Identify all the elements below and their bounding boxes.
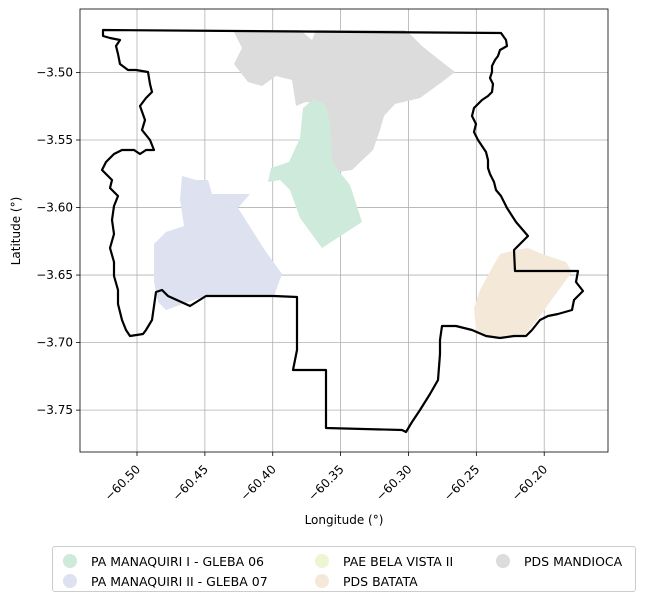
legend-label: PAE BELA VISTA II bbox=[343, 553, 454, 569]
legend-item: PA MANAQUIRI I - GLEBA 06 bbox=[63, 552, 264, 570]
legend: PA MANAQUIRI I - GLEBA 06 PA MANAQUIRI I… bbox=[52, 546, 636, 592]
y-tick-label: −3.55 bbox=[36, 133, 73, 147]
legend-swatch-icon bbox=[496, 554, 510, 568]
region-pds-batata bbox=[474, 248, 572, 338]
region-pa-manaquiri-i-gleba-06 bbox=[268, 99, 362, 248]
legend-item: PAE BELA VISTA II bbox=[315, 552, 453, 570]
y-axis-label: Latitude (°) bbox=[9, 197, 23, 266]
municipality-boundary bbox=[100, 28, 585, 434]
x-tick-label: −60.50 bbox=[102, 462, 143, 503]
y-axis: −3.50 −3.55 −3.60 −3.65 −3.70 −3.75 bbox=[36, 65, 80, 417]
y-tick-label: −3.75 bbox=[36, 403, 73, 417]
legend-item: PA MANAQUIRI II - GLEBA 07 bbox=[63, 572, 268, 590]
plot-frame bbox=[79, 8, 609, 453]
y-tick-label: −3.65 bbox=[36, 268, 73, 282]
x-axis-label: Longitude (°) bbox=[305, 513, 384, 527]
legend-label: PA MANAQUIRI I - GLEBA 06 bbox=[91, 553, 264, 569]
legend-item: PDS BATATA bbox=[315, 572, 418, 590]
y-tick-label: −3.60 bbox=[36, 201, 73, 215]
x-tick-label: −60.45 bbox=[170, 462, 211, 503]
legend-item: PDS MANDIOCA bbox=[496, 552, 622, 570]
region-pds-mandioca bbox=[233, 30, 455, 172]
x-axis: −60.50 −60.45 −60.40 −60.35 −60.30 −60.25 −60.… bbox=[102, 452, 550, 504]
legend-label: PDS MANDIOCA bbox=[524, 553, 623, 569]
x-tick-label: −60.35 bbox=[305, 462, 346, 503]
y-tick-label: −3.70 bbox=[36, 336, 73, 350]
x-tick-label: −60.20 bbox=[509, 462, 550, 503]
x-tick-label: −60.30 bbox=[373, 462, 414, 503]
x-tick-label: −60.40 bbox=[238, 462, 279, 503]
legend-swatch-icon bbox=[315, 574, 329, 588]
region-pa-manaquiri-ii-gleba-07 bbox=[154, 176, 282, 310]
legend-swatch-icon bbox=[315, 554, 329, 568]
legend-swatch-icon bbox=[63, 574, 77, 588]
y-tick-label: −3.50 bbox=[36, 65, 73, 79]
legend-swatch-icon bbox=[63, 554, 77, 568]
x-tick-label: −60.25 bbox=[441, 462, 482, 503]
legend-label: PA MANAQUIRI II - GLEBA 07 bbox=[91, 573, 268, 589]
legend-label: PDS BATATA bbox=[343, 573, 418, 589]
